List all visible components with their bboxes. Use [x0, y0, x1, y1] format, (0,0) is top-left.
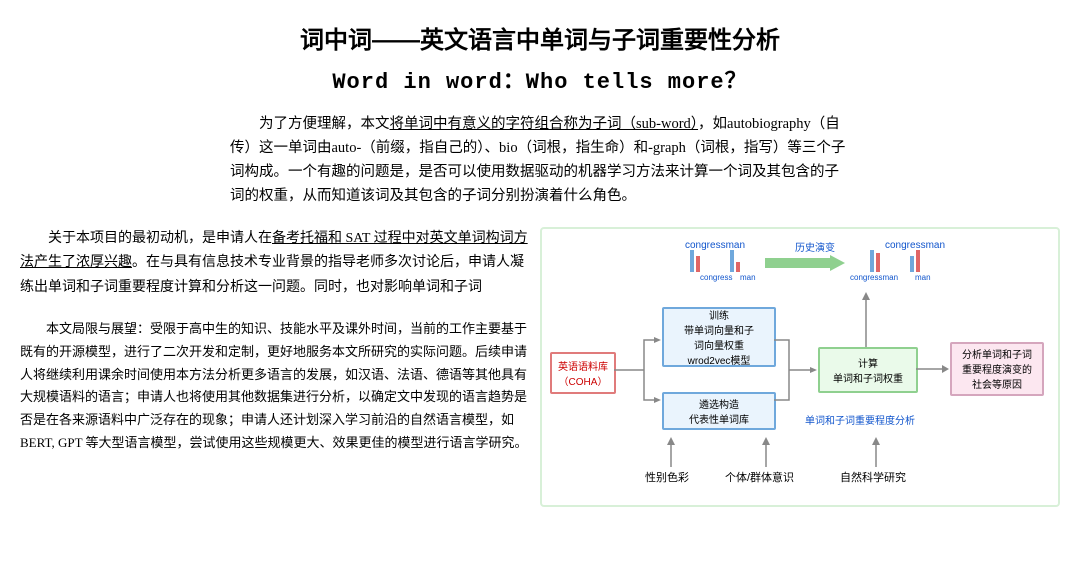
bottom-label-2: 个体/群体意识: [725, 469, 794, 485]
analyze-node: 分析单词和子词 重要程度演变的 社会等原因: [950, 342, 1044, 396]
chart-sub-man-1: man: [740, 273, 756, 282]
intro-paragraph: 为了方便理解，本文将单词中有意义的字符组合称为子词（sub-word），如aut…: [230, 113, 850, 209]
chart-label-congressman-1: congressman: [685, 240, 745, 251]
chart-sub-man-2: man: [915, 273, 931, 282]
calc-node: 计算 单词和子词权重: [818, 347, 918, 393]
history-label: 历史演变: [795, 239, 835, 254]
bottom-label-3: 自然科学研究: [840, 469, 906, 485]
intro-underline: 将单词中有意义的字符组合称为子词（sub-word）: [390, 116, 699, 132]
title-english: Word in word：Who tells more？: [20, 63, 1060, 95]
motivation-paragraph: 关于本项目的最初动机，是申请人在备考托福和 SAT 过程中对英文单词构词方法产生…: [20, 227, 528, 301]
select-node: 遴选构造 代表性单词库: [662, 392, 776, 430]
title-chinese: 词中词——英文语言中单词与子词重要性分析: [20, 20, 1060, 55]
caption-label: 单词和子词重要程度分析: [805, 412, 915, 427]
corpus-node: 英语语料库（COHA）: [550, 352, 616, 394]
limitations-paragraph: 本文局限与展望：受限于高中生的知识、技能水平及课外时间，当前的工作主要基于既有的…: [20, 318, 528, 455]
bottom-label-1: 性别色彩: [645, 469, 689, 485]
chart-sub-congress-1: congress: [700, 273, 732, 282]
flowchart-panel: congressman congress man 历史演变 congressma…: [540, 227, 1060, 507]
train-node: 训练 带单词向量和子 词向量权重 wrod2vec模型: [662, 307, 776, 367]
chart-sub-congress-2: congressman: [850, 273, 898, 282]
